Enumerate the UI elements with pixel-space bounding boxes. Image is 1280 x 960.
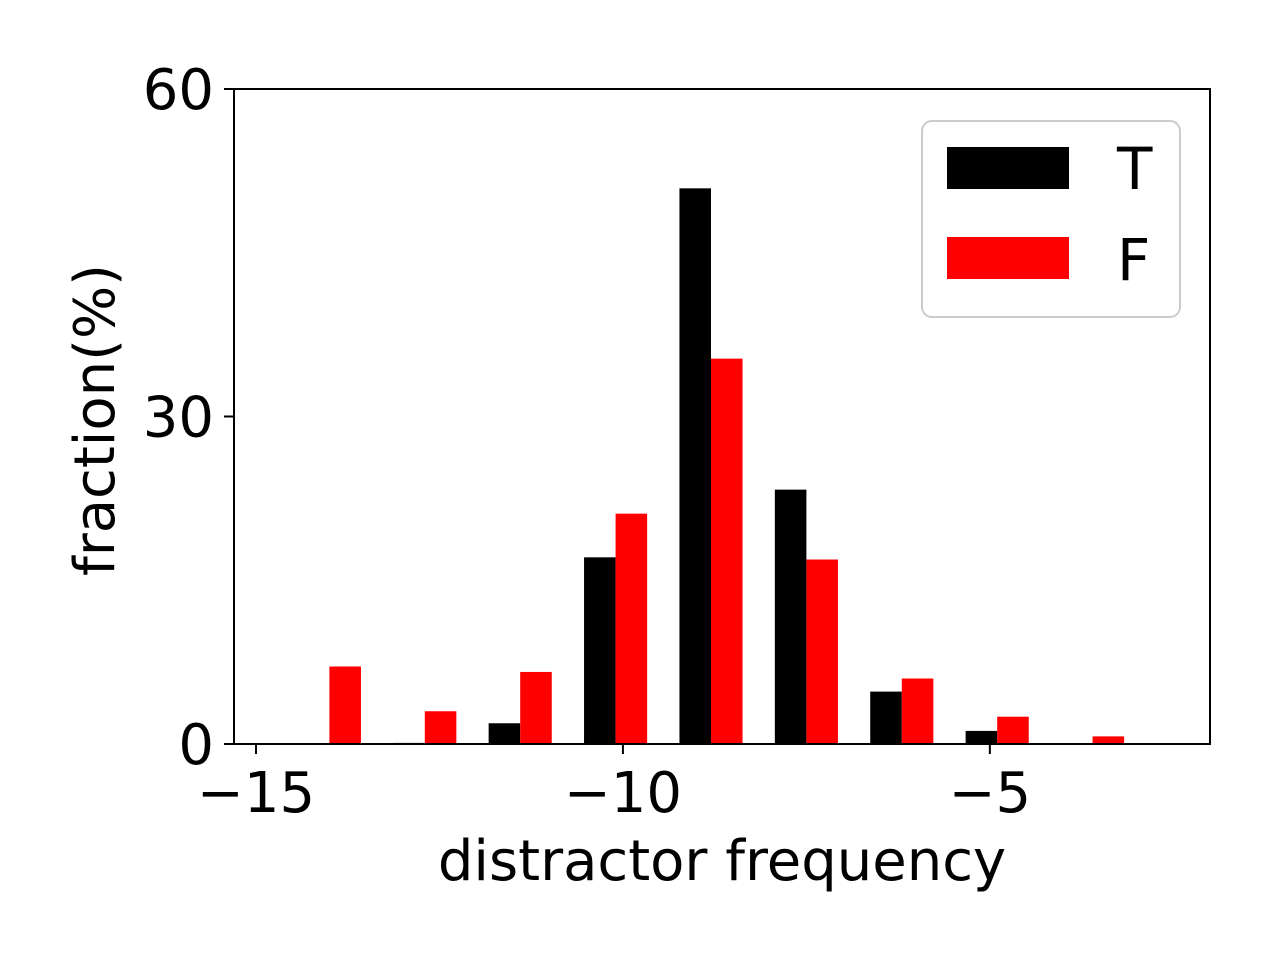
x-axis-label: distractor frequency (438, 829, 1006, 894)
bar-t-7 (965, 730, 998, 744)
bar-f-1 (424, 711, 457, 744)
x-axis-ticks: −15 −10 −5 (197, 744, 1031, 826)
x-tick-label-0: −15 (197, 761, 315, 826)
y-tick-label-0: 0 (178, 713, 214, 778)
bar-f-4 (710, 358, 743, 744)
legend-label-t: T (1116, 135, 1153, 203)
bar-f-2 (520, 671, 552, 744)
bar-f-7 (997, 716, 1029, 744)
bars-group (329, 188, 1125, 745)
legend-swatch-f (947, 237, 1069, 279)
bar-t-2 (488, 723, 521, 744)
bar-f-5 (806, 559, 838, 744)
legend: T F (921, 120, 1181, 318)
bar-t-6 (870, 691, 902, 744)
bar-f-0 (329, 666, 361, 744)
bar-f-8 (1092, 736, 1125, 744)
y-tick-label-2: 60 (143, 58, 214, 123)
y-axis-ticks: 0 30 60 (143, 58, 234, 778)
legend-label-f: F (1117, 226, 1150, 294)
bar-t-4 (679, 188, 711, 745)
x-tick-label-2: −5 (949, 761, 1032, 826)
bar-f-6 (901, 678, 934, 744)
y-tick-label-1: 30 (143, 386, 214, 451)
legend-swatch-t (947, 147, 1069, 189)
bar-f-3 (615, 513, 648, 744)
bar-t-5 (774, 489, 807, 744)
bar-t-3 (584, 557, 616, 744)
x-tick-label-1: −10 (564, 761, 682, 826)
y-axis-label: fraction(%) (63, 264, 128, 576)
